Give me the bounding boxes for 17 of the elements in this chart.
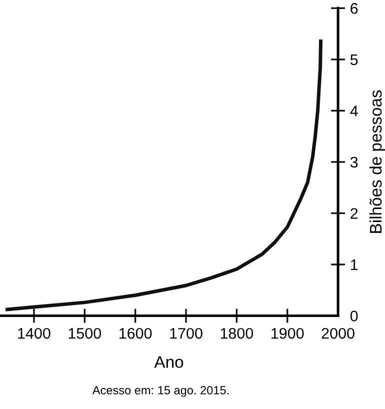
y-tick-label: 2	[350, 208, 358, 219]
y-tick-label: 6	[350, 3, 358, 14]
y-tick-label: 3	[350, 156, 358, 168]
y-axis-title: Bilhões de pessoas	[369, 90, 385, 233]
x-tick-label: 1600	[119, 328, 152, 339]
x-tick-label: 1400	[18, 328, 50, 339]
x-tick-label: 1900	[272, 328, 304, 339]
y-tick-label: 4	[350, 106, 358, 116]
x-tick-label: 2000	[322, 328, 354, 339]
y-tick-label: 0	[350, 310, 358, 322]
x-tick-label: 1500	[68, 328, 102, 339]
y-tick-label: 1	[351, 260, 358, 270]
text: Acesso em: 15 ago. 2015.	[92, 386, 228, 397]
y-tick-label: 5	[350, 54, 358, 66]
x-axis-title: Ano	[154, 356, 184, 368]
x-tick-label: 1700	[170, 328, 202, 339]
x-tick-label: 1800	[220, 328, 254, 339]
